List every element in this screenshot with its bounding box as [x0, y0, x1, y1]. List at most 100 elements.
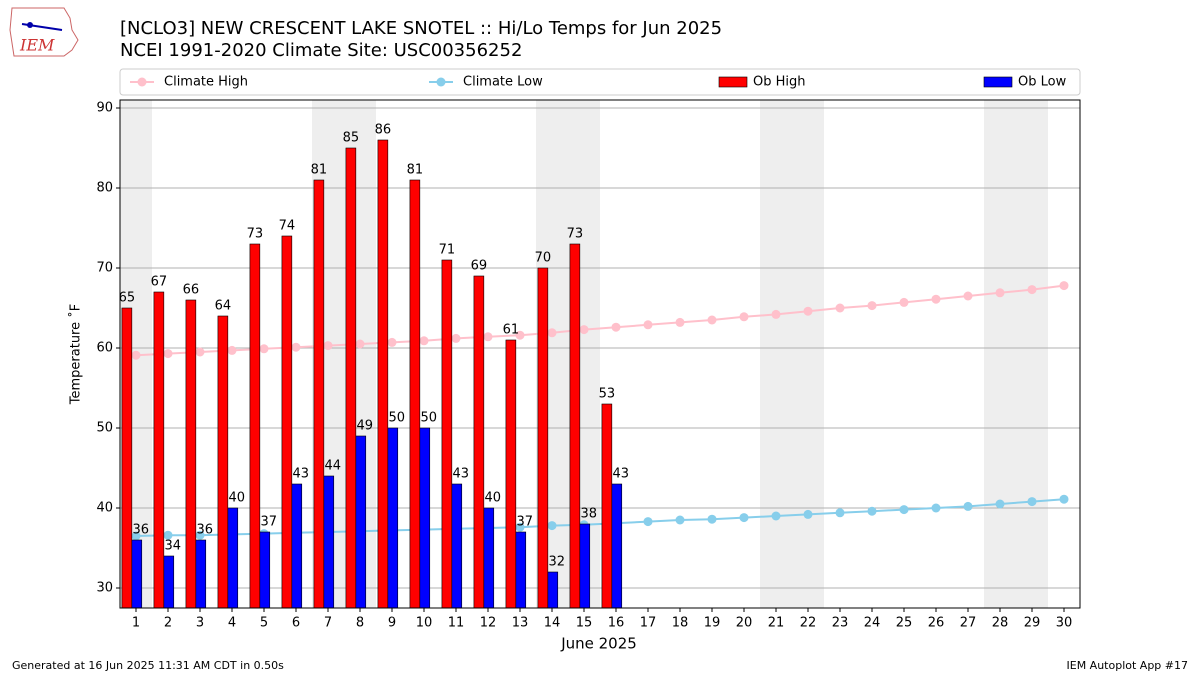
x-tick-label: 17: [640, 616, 657, 631]
y-tick-label: 30: [96, 581, 113, 596]
bar: [217, 315, 229, 609]
point: [963, 501, 973, 511]
point: [291, 342, 301, 352]
bar: [291, 483, 303, 609]
bar-label: 38: [581, 507, 598, 522]
x-tick-label: 16: [608, 616, 625, 631]
bar: [515, 531, 527, 609]
bar: [185, 299, 197, 609]
point: [803, 509, 813, 519]
bar: [345, 147, 357, 609]
point: [547, 521, 557, 531]
x-tick-label: 25: [896, 616, 913, 631]
x-tick-label: 30: [1056, 616, 1073, 631]
x-tick-label: 27: [960, 616, 977, 631]
x-tick-label: 21: [768, 616, 785, 631]
legend-swatch: [983, 76, 1013, 88]
bar-label: 73: [567, 227, 584, 242]
point: [451, 333, 461, 343]
footer-right: IEM Autoplot App #17: [1067, 659, 1189, 672]
point: [163, 349, 173, 359]
point: [835, 508, 845, 518]
bar: [483, 507, 495, 609]
x-tick-label: 20: [736, 616, 753, 631]
chart-title: [NCLO3] NEW CRESCENT LAKE SNOTEL :: Hi/L…: [120, 18, 722, 39]
point: [483, 332, 493, 342]
bar-label: 32: [549, 555, 566, 570]
bar-label: 81: [407, 163, 424, 178]
legend-label: Climate Low: [463, 75, 543, 90]
bar: [313, 179, 325, 609]
bar: [441, 259, 453, 609]
bar: [569, 243, 581, 609]
point: [1059, 281, 1069, 291]
x-tick-label: 22: [800, 616, 817, 631]
x-tick-label: 6: [292, 616, 300, 631]
x-tick-label: 4: [228, 616, 236, 631]
point: [899, 505, 909, 515]
weekend-band: [1016, 100, 1048, 608]
bar: [387, 427, 399, 609]
bar-label: 37: [517, 515, 534, 530]
x-tick-label: 29: [1024, 616, 1041, 631]
bar-label: 43: [453, 467, 470, 482]
point: [771, 511, 781, 521]
point: [355, 339, 365, 349]
point: [227, 345, 237, 355]
point: [1027, 285, 1037, 295]
point: [739, 513, 749, 523]
x-axis-label: June 2025: [560, 635, 637, 653]
point: [931, 294, 941, 304]
bar-label: 73: [247, 227, 264, 242]
x-tick-label: 18: [672, 616, 689, 631]
bar-label: 44: [325, 459, 342, 474]
point: [707, 315, 717, 325]
point: [995, 499, 1005, 509]
bar: [131, 539, 143, 609]
point: [579, 325, 589, 335]
bar-label: 43: [613, 467, 630, 482]
bar: [611, 483, 623, 609]
point: [1027, 497, 1037, 507]
point: [387, 337, 397, 347]
point: [995, 288, 1005, 298]
bar-label: 81: [311, 163, 328, 178]
logo: IEM: [9, 7, 79, 57]
bar-label: 50: [389, 411, 406, 426]
x-tick-label: 7: [324, 616, 332, 631]
weekend-band: [792, 100, 824, 608]
x-tick-label: 10: [416, 616, 433, 631]
point: [323, 341, 333, 351]
bar-label: 36: [133, 523, 150, 538]
x-tick-label: 15: [576, 616, 593, 631]
x-tick-label: 3: [196, 616, 204, 631]
point: [131, 350, 141, 360]
point: [803, 306, 813, 316]
bar: [547, 571, 559, 609]
bar: [121, 307, 133, 609]
bar-label: 43: [293, 467, 310, 482]
legend-marker: [436, 77, 446, 87]
x-tick-label: 8: [356, 616, 364, 631]
y-tick-label: 60: [96, 341, 113, 356]
point: [1059, 494, 1069, 504]
point: [675, 515, 685, 525]
bar-label: 64: [215, 299, 232, 314]
bar: [227, 507, 239, 609]
bar-label: 34: [165, 539, 182, 554]
bar-label: 61: [503, 323, 520, 338]
bar: [153, 291, 165, 609]
x-tick-label: 14: [544, 616, 561, 631]
bar-label: 40: [485, 491, 502, 506]
x-tick-label: 5: [260, 616, 268, 631]
point: [515, 330, 525, 340]
bar-label: 37: [261, 515, 278, 530]
bar: [409, 179, 421, 609]
bar-label: 50: [421, 411, 438, 426]
point: [163, 530, 173, 540]
bar-label: 66: [183, 283, 200, 298]
point: [707, 514, 717, 524]
bar: [537, 267, 549, 609]
footer-left: Generated at 16 Jun 2025 11:31 AM CDT in…: [12, 659, 284, 672]
